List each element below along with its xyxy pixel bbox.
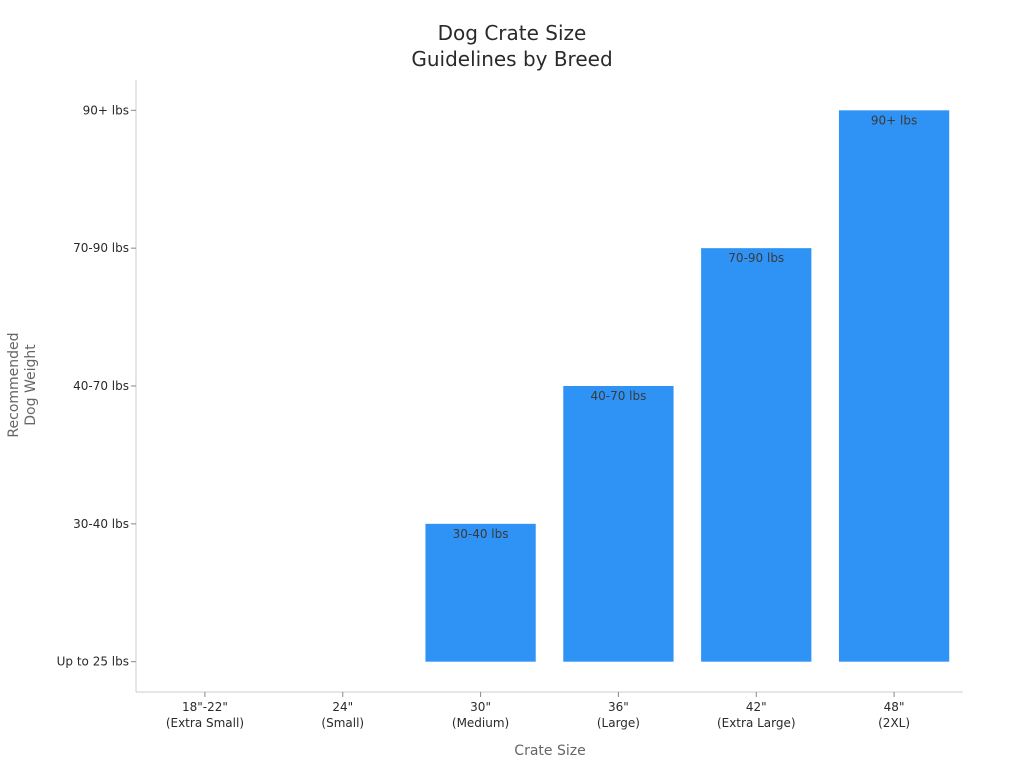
x-tick-label: 30" (470, 700, 491, 714)
y-axis-title-line-1: Recommended (6, 332, 22, 437)
y-axis-title-line-2: Dog Weight (23, 344, 39, 426)
chart-title: Dog Crate Size Guidelines by Breed (411, 21, 612, 71)
x-tick-label: 48" (884, 700, 905, 714)
bar-data-label: 40-70 lbs (590, 389, 646, 403)
y-tick-label: 30-40 lbs (73, 517, 129, 531)
chart-title-line-2: Guidelines by Breed (411, 47, 612, 71)
bar (563, 386, 674, 662)
x-tick-sublabel: (2XL) (878, 716, 910, 730)
y-tick-label: Up to 25 lbs (57, 655, 129, 669)
x-tick-label: 42" (746, 700, 767, 714)
x-tick-sublabel: (Extra Large) (717, 716, 796, 730)
bar-data-label: 70-90 lbs (728, 251, 784, 265)
bar-data-label: 30-40 lbs (453, 527, 509, 541)
y-tick-label: 90+ lbs (83, 103, 129, 117)
bar-data-label: 90+ lbs (871, 113, 917, 127)
chart-title-line-1: Dog Crate Size (438, 21, 587, 45)
x-tick-label: 36" (608, 700, 629, 714)
x-tick-sublabel: (Large) (597, 716, 640, 730)
bar (701, 248, 812, 662)
x-tick-sublabel: (Small) (321, 716, 364, 730)
y-axis-title: Recommended Dog Weight (6, 332, 39, 437)
y-tick-label: 40-70 lbs (73, 379, 129, 393)
y-tick-label: 70-90 lbs (73, 241, 129, 255)
x-tick-sublabel: (Medium) (452, 716, 509, 730)
x-tick-sublabel: (Extra Small) (166, 716, 244, 730)
x-axis-title: Crate Size (514, 743, 585, 759)
x-tick-label: 18"-22" (182, 700, 228, 714)
x-tick-label: 24" (332, 700, 353, 714)
bar (425, 523, 536, 662)
bar (838, 110, 950, 662)
plot-area: Up to 25 lbs 30-40 lbs 40-70 lbs 70-90 lbs 9… (57, 80, 963, 730)
